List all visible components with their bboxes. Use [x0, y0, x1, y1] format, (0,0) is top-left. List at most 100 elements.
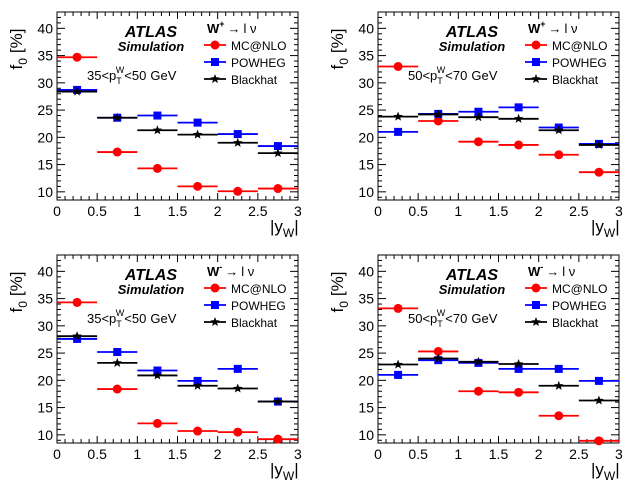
- pt-range-sub: T: [116, 319, 122, 329]
- pt-range-lt: <: [124, 311, 132, 326]
- pt-range-sub: T: [437, 319, 443, 329]
- pt-range-sup: W: [437, 65, 446, 75]
- data-point: [112, 112, 123, 122]
- legend: MC@NLO POWHEG Blackhat: [204, 39, 287, 87]
- pt-range-hi: 50: [132, 68, 146, 83]
- y-tick-label: 40: [37, 20, 53, 36]
- x-tick-label: 2.5: [569, 446, 589, 462]
- y-tick-label: 30: [358, 318, 374, 334]
- y-tick-label: 10: [37, 184, 53, 200]
- data-point: [233, 130, 242, 139]
- series-mc-nlo: [57, 297, 298, 444]
- legend-label: Blackhat: [231, 316, 278, 330]
- legend-label: MC@NLO: [552, 282, 608, 296]
- pt-range-sub: T: [437, 76, 443, 86]
- legend-marker: [211, 58, 219, 66]
- process-boson: W: [528, 264, 541, 279]
- legend-item: MC@NLO: [525, 282, 608, 296]
- data-point: [72, 331, 82, 341]
- process-arrow: →: [549, 21, 562, 36]
- y-axis-title: f0 [%]: [7, 272, 30, 313]
- chart-panel-4: 0 0.5 1 1.5 2 2.5 310152025303540f0[%]|yW|ATLA…: [328, 254, 623, 483]
- data-point: [394, 127, 403, 136]
- y-tick-label: 15: [358, 400, 374, 416]
- data-point: [513, 113, 524, 123]
- series-powheg: [378, 356, 619, 385]
- data-point: [72, 86, 82, 96]
- x-axis-title-sub: W: [604, 226, 616, 240]
- data-point: [192, 380, 203, 390]
- pt-range-pre: <p: [101, 311, 116, 326]
- x-axis-title: |yW|: [591, 460, 620, 483]
- x-axis-title-sub: W: [604, 469, 616, 483]
- data-point: [152, 125, 163, 135]
- legend-label: POWHEG: [552, 299, 607, 313]
- process-boson: W: [207, 21, 220, 36]
- legend-marker: [531, 317, 541, 327]
- process-label: W+ → l ν: [207, 19, 257, 36]
- series-blackhat: [57, 86, 298, 158]
- process-label: W- → l ν: [528, 262, 575, 279]
- process-rest: l ν: [244, 21, 257, 36]
- pt-range-lt: <: [124, 68, 132, 83]
- x-axis: 0 0.5 1 1.5 2 2.5 3: [374, 12, 623, 219]
- data-point: [193, 181, 203, 191]
- data-point: [233, 427, 243, 437]
- x-axis-title-main: |y: [591, 217, 604, 236]
- data-point: [594, 167, 604, 177]
- pt-range-unit: GeV: [150, 311, 176, 326]
- y-axis-title: f0 [%]: [328, 29, 351, 70]
- process-charge: -: [540, 262, 543, 272]
- simulation-label: Simulation: [439, 39, 506, 54]
- y-axis: 10 15 20 25 30 35 40: [37, 11, 298, 200]
- process-rest: l ν: [565, 21, 578, 36]
- y-tick-label: 30: [37, 318, 53, 334]
- x-tick-label: 0: [53, 203, 61, 219]
- data-point: [394, 370, 403, 379]
- data-point: [112, 147, 122, 157]
- legend-item: POWHEG: [204, 56, 286, 70]
- x-axis-title-end: |: [294, 460, 298, 479]
- y-axis-title: f0 [%]: [7, 29, 30, 70]
- data-point: [232, 383, 243, 393]
- data-point: [112, 384, 122, 394]
- legend-marker: [532, 301, 540, 309]
- x-tick-label: 1: [454, 446, 462, 462]
- pt-range-lt: <: [445, 311, 453, 326]
- legend-item: MC@NLO: [525, 39, 608, 53]
- y-tick-label: 35: [358, 291, 374, 307]
- x-axis-title-main: |y: [270, 217, 283, 236]
- legend-marker: [211, 301, 219, 309]
- y-tick-label: 35: [358, 48, 374, 64]
- x-tick-label: 3: [294, 203, 302, 219]
- legend-label: Blackhat: [552, 73, 599, 87]
- data-point: [113, 347, 122, 356]
- legend-item: Blackhat: [525, 73, 599, 87]
- y-tick-label: 25: [37, 345, 53, 361]
- data-point: [474, 107, 483, 116]
- y-axis-title-sub: 0: [337, 301, 351, 308]
- process-label: W+ → l ν: [528, 19, 578, 36]
- legend-item: POWHEG: [525, 56, 607, 70]
- pt-range-unit: GeV: [471, 68, 497, 83]
- process-boson: W: [207, 264, 220, 279]
- y-tick-label: 25: [37, 102, 53, 118]
- data-point: [393, 61, 403, 71]
- data-point: [554, 150, 564, 160]
- process-boson: W: [528, 21, 541, 36]
- legend-marker: [532, 58, 540, 66]
- x-tick-label: 3: [294, 446, 302, 462]
- data-point: [514, 103, 523, 112]
- y-tick-label: 25: [358, 102, 374, 118]
- x-axis-title-end: |: [615, 217, 619, 236]
- pt-range-lo: 50: [408, 311, 422, 326]
- pt-range-sup: W: [116, 308, 125, 318]
- x-tick-label: 0.5: [87, 446, 107, 462]
- y-axis-title-unit: [%]: [7, 29, 26, 54]
- process-charge: +: [540, 19, 545, 29]
- data-point: [553, 125, 564, 135]
- data-point: [514, 140, 524, 150]
- data-point: [433, 116, 443, 126]
- legend-item: MC@NLO: [204, 39, 287, 53]
- legend-label: POWHEG: [552, 56, 607, 70]
